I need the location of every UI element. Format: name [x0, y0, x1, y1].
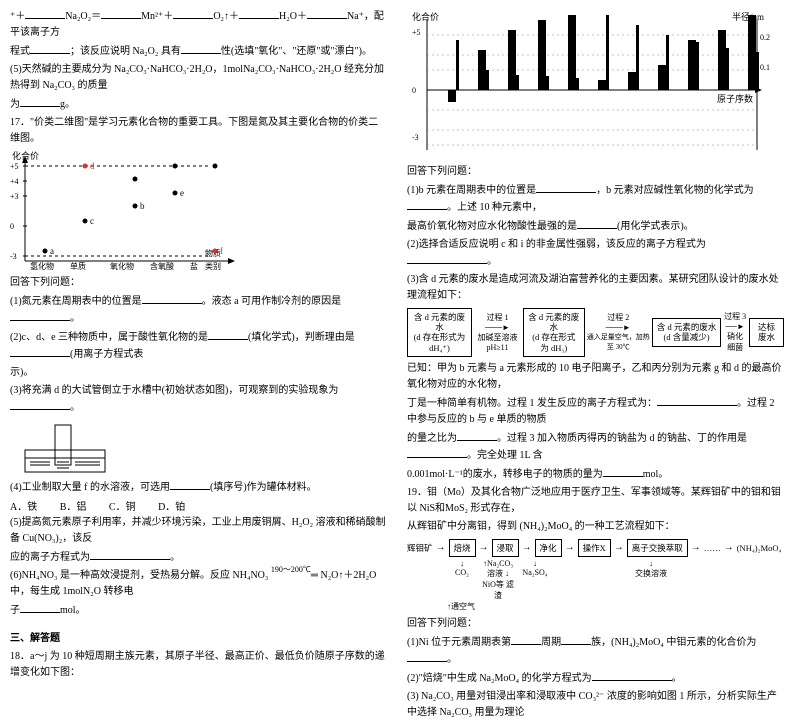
opt-a: A．铁: [10, 498, 37, 513]
q5b-line: 为g。: [10, 96, 387, 113]
q19b: 从辉钼矿中分离钼，得到 (NH₄)₂MoO₄ 的一种工艺流程如下：: [407, 519, 784, 535]
svg-text:含氧酸: 含氧酸: [150, 261, 174, 271]
svg-text:0: 0: [10, 222, 14, 231]
opt-c: C．铜: [109, 498, 136, 513]
svg-text:0.1: 0.1: [760, 63, 770, 72]
svg-text:单质: 单质: [70, 261, 86, 271]
svg-text:-3: -3: [412, 133, 419, 142]
rp1: 已知：甲为 b 元素与 a 元素形成的 10 电子阳离子，乙和丙分别为元素 g …: [407, 361, 784, 393]
tube-diagram: [10, 420, 387, 475]
svg-text:盐: 盐: [190, 261, 198, 271]
flow-2: 辉钼矿→ 焙烧→ 浸取→ 净化→ 操作X→ 离子交换萃取→ ……→ (NH₄)₂…: [407, 539, 784, 612]
q19: 19．钼（Mo）及其化合物广泛地应用于医疗卫生、军事领域等。某辉钼矿中的钼和钼以…: [407, 485, 784, 517]
rr1b: 最高价氧化物对应水化物酸性最强的是(用化学式表示)。: [407, 218, 784, 235]
r5b: 应的离子方程式为。: [10, 549, 387, 566]
svg-text:d: d: [90, 161, 95, 171]
svg-text:a: a: [50, 246, 54, 256]
q5-line: (5)天然碱的主要成分为 Na₂CO₃·NaHCO₃·2H₂O，1molNa₂C…: [10, 62, 387, 94]
radius-chart: 化合价半径/nm原子序数+50-30.20.1: [407, 10, 784, 160]
q17: 17．"价类二维图"是学习元素化合物的重要工具。下图是氮及其主要化合物的价类二维…: [10, 115, 387, 147]
svg-text:原子序数: 原子序数: [717, 93, 753, 104]
options: A．铁 B．铝 C．铜 D．铂: [10, 498, 387, 513]
q18: 18．a～j 为 10 种短周期主族元素，其原子半径、最高正价、最低负价随原子序…: [10, 649, 387, 681]
svg-text:+4: +4: [10, 177, 19, 186]
svg-text:化合价: 化合价: [412, 11, 439, 22]
ans-r: 回答下列问题：: [407, 164, 784, 180]
svg-text:-3: -3: [10, 252, 17, 261]
flow-1: 含 d 元素的废水(d 存在形式为 dH₄⁺) 过程 1───►加碱至溶液 pH…: [407, 308, 784, 357]
svg-text:b: b: [140, 201, 145, 211]
r2q2: (2)"焙烧"中生成 Na₂MoO₄ 的化学方程式为。: [407, 670, 784, 687]
rr3: (3)含 d 元素的废水是造成河流及湖泊富营养化的主要因素。某研究团队设计的废水…: [407, 272, 784, 304]
r5: (5)提高氮元素原子利用率，并减少环境污染，工业上用废铜屑、H₂O₂ 溶液和稀硝…: [10, 515, 387, 547]
r2: (2)c、d、e 三种物质中，属于酸性氧化物的是(填化学式)，判断理由是(用离子…: [10, 329, 387, 363]
rr2: (2)选择合适反应说明 c 和 i 的非金属性强弱，该反应的离子方程式为。: [407, 237, 784, 270]
r1: (1)氮元素在周期表中的位置是。液态 a 可用作制冷剂的原因是。: [10, 293, 387, 327]
r2b: 示)。: [10, 365, 387, 381]
opt-d: D．铂: [158, 498, 185, 513]
svg-text:f: f: [220, 246, 223, 256]
svg-text:0: 0: [412, 86, 416, 95]
right-column: 化合价半径/nm原子序数+50-30.20.1 回答下列问题： (1)b 元素在…: [397, 0, 794, 562]
f1-b3: 含 d 元素的废水 (d 含量减少): [652, 318, 722, 346]
r2q1: (1)Ni 位于元素周期表第周期族，(NH₄)₂MoO₄ 中钼元素的化合价为。: [407, 634, 784, 668]
left-column: ⁺＋Na₂O₂＝Mn²⁺＋O₂↑＋H₂O＋Na⁺，配平该离子方 程式；该反应说明…: [0, 0, 397, 562]
r3: (3)将充满 d 的大试管倒立于水槽中(初始状态如图)，可观察到的实验现象为。: [10, 383, 387, 416]
svg-text:氧化物: 氧化物: [110, 261, 134, 271]
rr1: (1)b 元素在周期表中的位置是，b 元素对应碱性氧化物的化学式为。上述 10 …: [407, 182, 784, 216]
r6c: 子mol。: [10, 602, 387, 619]
ans2: 回答下列问题：: [407, 616, 784, 632]
eq-line-2: 程式；该反应说明 Na₂O₂ 具有性(选填"氧化"、"还原"或"漂白")。: [10, 43, 387, 60]
rp1c: 的量之比为。过程 3 加入物质丙得丙的钠盐为 d 的钠盐、丁的作用是。完全处理 …: [407, 430, 784, 464]
svg-text:化合价: 化合价: [12, 151, 39, 161]
svg-text:+5: +5: [10, 162, 19, 171]
svg-text:氢化物: 氢化物: [30, 261, 54, 271]
r2q3: (3) Na₂CO₃ 用量对钼浸出率和浸取液中 CO₃²⁻ 浓度的影响如图 1 …: [407, 689, 784, 721]
svg-text:0.2: 0.2: [760, 33, 770, 42]
answer-header: 回答下列问题：: [10, 275, 387, 291]
r4: (4)工业制取大量 f 的水溶液，可选用(填序号)作为罐体材料。: [10, 479, 387, 496]
f1-b2: 含 d 元素的废水(d 存在形式为 dH₃): [523, 308, 585, 357]
svg-text:+3: +3: [10, 192, 19, 201]
r6: (6)NH₄NO₃ 是一种高效浸提剂，受热易分解。反应 NH₄NO₃ 190～2…: [10, 568, 387, 600]
rp1d: 0.001mol·L⁻¹的废水，转移电子的物质的量为mol。: [407, 466, 784, 483]
valence-chart: 化合价+5+4+30-3氢化物单质氧化物含氧酸盐物质类别debcaf: [10, 151, 387, 271]
section-3: 三、解答题: [10, 631, 387, 647]
svg-text:类别: 类别: [205, 261, 221, 271]
eq-line-1: ⁺＋Na₂O₂＝Mn²⁺＋O₂↑＋H₂O＋Na⁺，配平该离子方: [10, 8, 387, 41]
f1-b4: 达标废水: [749, 318, 784, 346]
svg-text:e: e: [180, 188, 184, 198]
svg-text:+5: +5: [412, 28, 421, 37]
rp1b: 丁是一种简单有机物。过程 1 发生反应的离子方程式为：。过程 2 中参与反应的 …: [407, 395, 784, 428]
svg-text:c: c: [90, 216, 94, 226]
opt-b: B．铝: [60, 498, 87, 513]
f1-b1: 含 d 元素的废水(d 存在形式为 dH₄⁺): [407, 308, 472, 357]
